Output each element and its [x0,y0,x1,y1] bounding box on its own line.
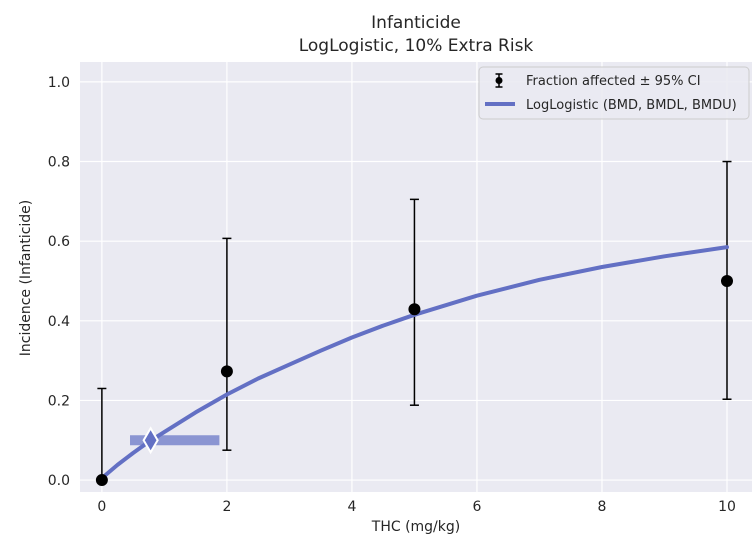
x-tick-label: 6 [472,499,481,515]
x-tick-label: 4 [347,499,356,515]
x-tick-label: 10 [718,499,736,515]
legend: Fraction affected ± 95% CI LogLogistic (… [478,66,750,120]
y-tick-label: 0.2 [48,393,70,409]
data-point [408,303,421,316]
x-tick-labels: 0 2 4 6 8 10 [97,499,735,515]
legend-label-data: Fraction affected ± 95% CI [526,74,701,89]
bmd-marker [142,426,159,455]
data-point [720,274,733,287]
y-axis-label: Incidence (Infanticide) [18,200,34,357]
y-tick-label: 0.8 [48,155,70,171]
chart-title: Infanticide [371,13,461,33]
legend-box [478,66,750,120]
y-tick-label: 0.6 [48,234,70,250]
x-tick-label: 8 [598,499,607,515]
x-tick-label: 2 [222,499,231,515]
chart-marks [95,160,733,487]
data-point [95,474,108,487]
x-tick-label: 0 [97,499,106,515]
legend-label-model: LogLogistic (BMD, BMDL, BMDU) [526,98,737,113]
y-tick-label: 0.0 [48,473,70,489]
data-point [220,365,233,378]
y-tick-labels: 0.0 0.2 0.4 0.6 0.8 1.0 [48,75,70,489]
legend-point-icon [495,77,503,84]
y-tick-label: 1.0 [48,75,70,91]
x-axis-label: THC (mg/kg) [371,519,460,535]
plot-area [80,62,752,492]
chart-subtitle: LogLogistic, 10% Extra Risk [299,36,534,56]
y-tick-label: 0.4 [48,314,70,330]
